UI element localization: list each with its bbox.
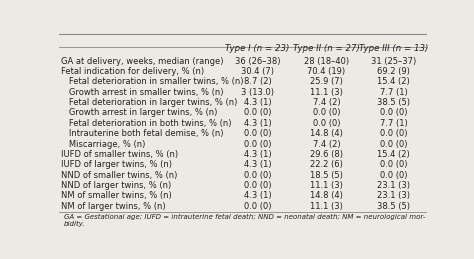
- Text: 38.5 (5): 38.5 (5): [377, 202, 410, 211]
- Text: GA = Gestational age; IUFD = intrauterine fetal death; NND = neonatal death; NM : GA = Gestational age; IUFD = intrauterin…: [64, 214, 425, 227]
- Text: Growth arrest in smaller twins, % (n): Growth arrest in smaller twins, % (n): [61, 88, 223, 97]
- Text: NND of smaller twins, % (n): NND of smaller twins, % (n): [61, 171, 177, 180]
- Text: 22.2 (6): 22.2 (6): [310, 160, 343, 169]
- Text: 11.1 (3): 11.1 (3): [310, 88, 343, 97]
- Text: Miscarriage, % (n): Miscarriage, % (n): [61, 140, 145, 149]
- Text: 4.3 (1): 4.3 (1): [244, 98, 272, 107]
- Text: Growth arrest in larger twins, % (n): Growth arrest in larger twins, % (n): [61, 109, 217, 118]
- Text: 7.7 (1): 7.7 (1): [380, 119, 408, 128]
- Text: NM of smaller twins, % (n): NM of smaller twins, % (n): [61, 191, 172, 200]
- Text: Fetal deterioration in larger twins, % (n): Fetal deterioration in larger twins, % (…: [61, 98, 237, 107]
- Text: 0.0 (0): 0.0 (0): [244, 140, 272, 149]
- Text: 15.4 (2): 15.4 (2): [377, 77, 410, 86]
- Text: 70.4 (19): 70.4 (19): [308, 67, 346, 76]
- Text: 25.9 (7): 25.9 (7): [310, 77, 343, 86]
- Text: 8.7 (2): 8.7 (2): [244, 77, 272, 86]
- Text: 3 (13.0): 3 (13.0): [241, 88, 274, 97]
- Text: 38.5 (5): 38.5 (5): [377, 98, 410, 107]
- Text: Type III (n = 13): Type III (n = 13): [359, 44, 428, 53]
- Text: 7.4 (2): 7.4 (2): [313, 98, 340, 107]
- Text: 23.1 (3): 23.1 (3): [377, 191, 410, 200]
- Text: 0.0 (0): 0.0 (0): [244, 109, 272, 118]
- Text: IUFD of smaller twins, % (n): IUFD of smaller twins, % (n): [61, 150, 178, 159]
- Text: 0.0 (0): 0.0 (0): [380, 171, 407, 180]
- Text: 14.8 (4): 14.8 (4): [310, 191, 343, 200]
- Text: 28 (18–40): 28 (18–40): [304, 57, 349, 66]
- Text: 23.1 (3): 23.1 (3): [377, 181, 410, 190]
- Text: 15.4 (2): 15.4 (2): [377, 150, 410, 159]
- Text: 4.3 (1): 4.3 (1): [244, 150, 272, 159]
- Text: 0.0 (0): 0.0 (0): [244, 129, 272, 138]
- Text: 7.4 (2): 7.4 (2): [313, 140, 340, 149]
- Text: NND of larger twins, % (n): NND of larger twins, % (n): [61, 181, 171, 190]
- Text: 18.5 (5): 18.5 (5): [310, 171, 343, 180]
- Text: 0.0 (0): 0.0 (0): [244, 181, 272, 190]
- Text: 4.3 (1): 4.3 (1): [244, 160, 272, 169]
- Text: 4.3 (1): 4.3 (1): [244, 119, 272, 128]
- Text: 4.3 (1): 4.3 (1): [244, 191, 272, 200]
- Text: Fetal deterioration in smaller twins, % (n): Fetal deterioration in smaller twins, % …: [61, 77, 243, 86]
- Text: Type II (n = 27): Type II (n = 27): [293, 44, 360, 53]
- Text: Intrauterine both fetal demise, % (n): Intrauterine both fetal demise, % (n): [61, 129, 223, 138]
- Text: Fetal deterioration in both twins, % (n): Fetal deterioration in both twins, % (n): [61, 119, 231, 128]
- Text: GA at delivery, weeks, median (range): GA at delivery, weeks, median (range): [61, 57, 223, 66]
- Text: 0.0 (0): 0.0 (0): [313, 109, 340, 118]
- Text: 29.6 (8): 29.6 (8): [310, 150, 343, 159]
- Text: 69.2 (9): 69.2 (9): [377, 67, 410, 76]
- Text: IUFD of larger twins, % (n): IUFD of larger twins, % (n): [61, 160, 172, 169]
- Text: Type I (n = 23): Type I (n = 23): [226, 44, 290, 53]
- Text: 0.0 (0): 0.0 (0): [380, 109, 407, 118]
- Text: 0.0 (0): 0.0 (0): [244, 171, 272, 180]
- Text: 14.8 (4): 14.8 (4): [310, 129, 343, 138]
- Text: 30.4 (7): 30.4 (7): [241, 67, 274, 76]
- Text: 0.0 (0): 0.0 (0): [313, 119, 340, 128]
- Text: 0.0 (0): 0.0 (0): [380, 129, 407, 138]
- Text: 11.1 (3): 11.1 (3): [310, 181, 343, 190]
- Text: 11.1 (3): 11.1 (3): [310, 202, 343, 211]
- Text: 31 (25–37): 31 (25–37): [371, 57, 416, 66]
- Text: 7.7 (1): 7.7 (1): [380, 88, 408, 97]
- Text: 36 (26–38): 36 (26–38): [235, 57, 280, 66]
- Text: 0.0 (0): 0.0 (0): [380, 160, 407, 169]
- Text: NM of larger twins, % (n): NM of larger twins, % (n): [61, 202, 165, 211]
- Text: 0.0 (0): 0.0 (0): [380, 140, 407, 149]
- Text: Fetal indication for delivery, % (n): Fetal indication for delivery, % (n): [61, 67, 204, 76]
- Text: 0.0 (0): 0.0 (0): [244, 202, 272, 211]
